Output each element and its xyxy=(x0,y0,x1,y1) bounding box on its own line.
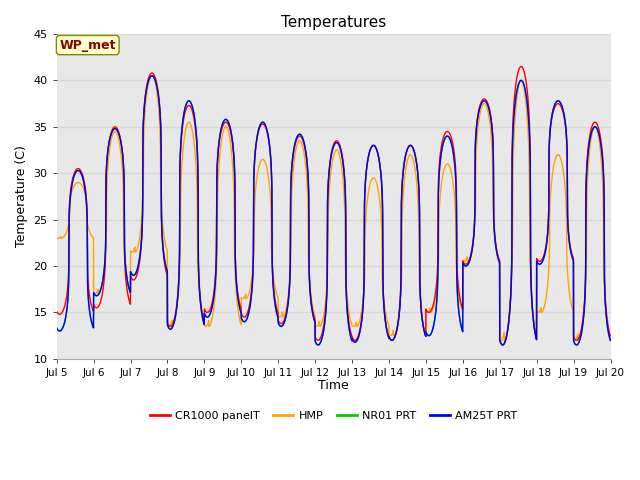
Text: WP_met: WP_met xyxy=(60,38,116,51)
Y-axis label: Temperature (C): Temperature (C) xyxy=(15,145,28,247)
X-axis label: Time: Time xyxy=(318,379,349,392)
Legend: CR1000 panelT, HMP, NR01 PRT, AM25T PRT: CR1000 panelT, HMP, NR01 PRT, AM25T PRT xyxy=(145,407,522,426)
Title: Temperatures: Temperatures xyxy=(281,15,386,30)
